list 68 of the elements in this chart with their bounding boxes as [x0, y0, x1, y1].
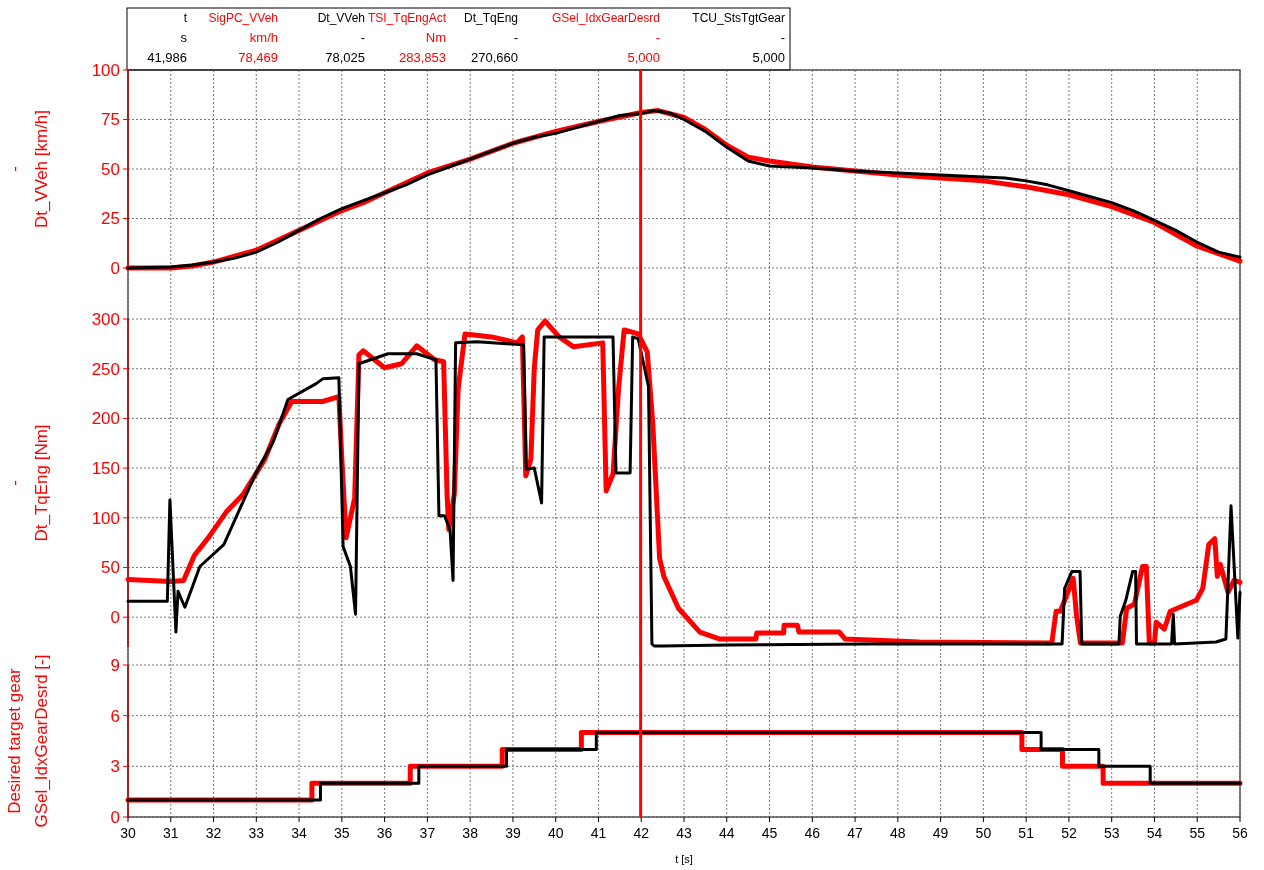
y-tick-label: 300 — [91, 309, 120, 329]
x-tick-label: 38 — [462, 825, 479, 841]
x-tick-label: 42 — [633, 825, 650, 841]
x-tick-label: 46 — [804, 825, 821, 841]
text: Nm — [425, 30, 446, 45]
x-tick-label: 55 — [1189, 825, 1206, 841]
text: 5,000 — [752, 50, 785, 65]
text: 5,000 — [627, 50, 660, 65]
y-axis-title: - Dt_TqEng [Nm] — [5, 424, 51, 542]
x-tick-label: 33 — [248, 825, 265, 841]
text: 283,853 — [399, 50, 446, 65]
x-tick-label: 49 — [932, 825, 949, 841]
x-tick-label: 37 — [419, 825, 436, 841]
y-axis-title: Desired target gear GSel_IdxGearDesrd [-] — [5, 654, 51, 828]
text: 78,469 — [238, 50, 278, 65]
y-tick-label: 25 — [101, 209, 120, 229]
x-tick-label: 52 — [1061, 825, 1077, 841]
text: km/h — [249, 30, 278, 45]
y-tick-label: 0 — [110, 807, 120, 827]
y-tick-label: 50 — [101, 159, 120, 179]
text: - — [655, 30, 660, 45]
x-tick-label: 32 — [205, 825, 222, 841]
x-tick-label: 40 — [547, 825, 564, 841]
text: TCU_StsTgtGear — [692, 11, 785, 25]
text: - — [513, 30, 518, 45]
x-axis-title: t [s] — [675, 853, 693, 865]
text: 270,660 — [471, 50, 518, 65]
y-tick-label: 0 — [110, 258, 120, 278]
text: 41,986 — [147, 50, 187, 65]
x-tick-label: 51 — [1018, 825, 1035, 841]
y-tick-label: 50 — [101, 558, 120, 578]
text: 78,025 — [325, 50, 365, 65]
y-tick-label: 6 — [110, 706, 120, 726]
x-tick-label: 48 — [890, 825, 906, 841]
x-tick-label: 39 — [505, 825, 521, 841]
y-tick-label: 0 — [110, 608, 120, 628]
x-tick-label: 47 — [847, 825, 864, 841]
y-tick-label: 250 — [91, 359, 120, 379]
x-tick-label: 43 — [676, 825, 692, 841]
text: SigPC_VVeh — [208, 11, 278, 25]
text: Dt_TqEng — [463, 11, 518, 25]
y-tick-label: 100 — [91, 508, 120, 528]
text: - — [360, 30, 365, 45]
x-tick-label: 34 — [291, 825, 308, 841]
y-axis-title: - Dt_VVeh [km/h] — [5, 109, 51, 229]
y-tick-label: 100 — [91, 60, 120, 80]
x-tick-label: 45 — [761, 825, 778, 841]
y-tick-label: 3 — [110, 757, 120, 777]
x-tick-label: 50 — [975, 825, 992, 841]
text: t — [183, 11, 188, 25]
x-tick-label: 41 — [590, 825, 607, 841]
text: - — [780, 30, 785, 45]
y-tick-label: 150 — [91, 459, 120, 479]
y-tick-label: 75 — [101, 110, 120, 130]
x-tick-label: 56 — [1232, 825, 1248, 841]
y-tick-label: 200 — [91, 409, 120, 429]
x-tick-label: 30 — [120, 825, 136, 841]
x-tick-label: 54 — [1146, 825, 1163, 841]
text: TSI_TqEngAct — [367, 11, 447, 25]
x-tick-label: 36 — [376, 825, 393, 841]
text: GSel_IdxGearDesrd — [551, 11, 660, 25]
x-tick-label: 35 — [334, 825, 350, 841]
text: s — [180, 30, 188, 45]
x-tick-label: 53 — [1103, 825, 1120, 841]
x-tick-label: 31 — [162, 825, 179, 841]
x-tick-label: 44 — [718, 825, 735, 841]
y-tick-label: 9 — [110, 655, 120, 675]
text: Dt_VVeh — [317, 11, 365, 25]
